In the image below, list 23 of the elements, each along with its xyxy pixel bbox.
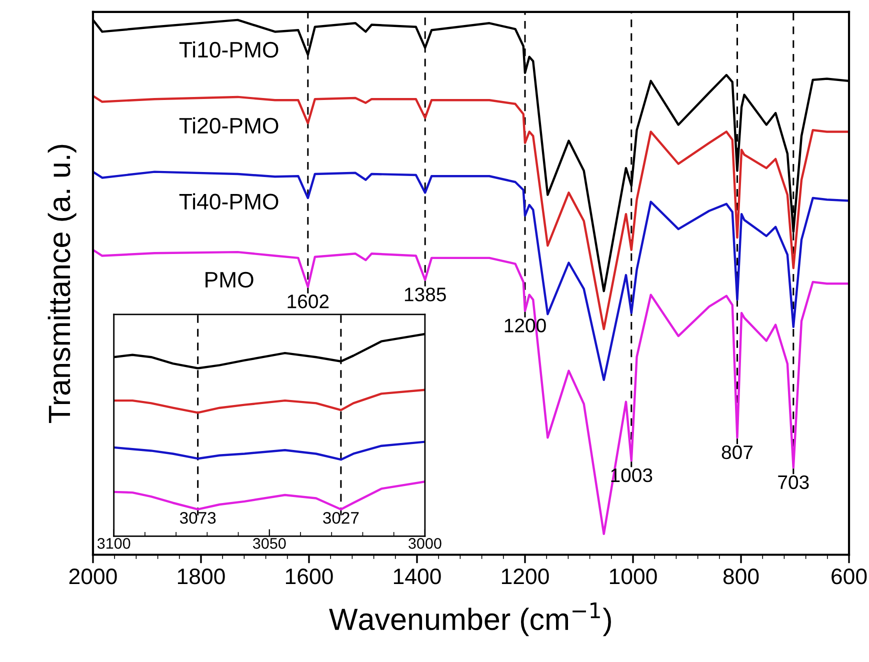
ref-line-label: 1602 (288, 294, 329, 308)
ref-line-label: 1385 (404, 288, 446, 302)
x-tick-label: 1600 (286, 568, 333, 584)
y-axis-title: Transmittance (a. u.) (48, 144, 76, 424)
x-tick-label: 1400 (394, 568, 441, 584)
x-tick-label: 3000 (408, 538, 442, 549)
ref-line-label: 3027 (323, 512, 359, 524)
x-tick-label: 1800 (178, 568, 225, 584)
ref-line-label: 3073 (180, 512, 216, 524)
ref-line-label: 807 (722, 445, 752, 460)
x-tick-label: 600 (832, 568, 867, 584)
x-tick-label: 800 (723, 568, 759, 584)
x-axis-title: Wavenumber (cm$^{−1}$) (329, 602, 611, 636)
x-tick-label: 3100 (97, 538, 130, 549)
x-tick-label: 1200 (502, 568, 549, 584)
series-label: Ti40-PMO (179, 193, 278, 210)
x-tick-label: 1000 (610, 568, 657, 584)
series-label: PMO (206, 272, 254, 288)
x-tick-label: 2000 (69, 568, 117, 584)
ref-line-label: 703 (778, 475, 809, 490)
x-tick-label: 3050 (252, 538, 286, 549)
series-label: Ti20-PMO (179, 117, 278, 134)
series-label: Ti10-PMO (179, 41, 278, 58)
